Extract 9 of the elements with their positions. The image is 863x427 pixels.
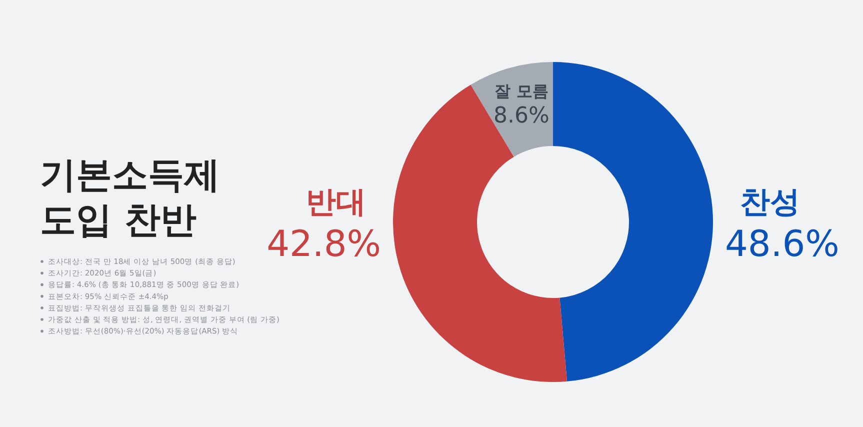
data-label: 48.6% — [725, 224, 840, 265]
text: 기본소득제 도입 찬반 — [40, 155, 220, 241]
slice-label: 반대 — [306, 185, 366, 220]
data-label: 8.6% — [494, 103, 550, 128]
slice-label: 잘 모름 — [494, 81, 548, 100]
donut-slice — [553, 62, 713, 382]
data-label: 42.8% — [266, 224, 381, 265]
donut-slice — [393, 84, 568, 382]
slice-label: 찬성 — [740, 185, 800, 220]
